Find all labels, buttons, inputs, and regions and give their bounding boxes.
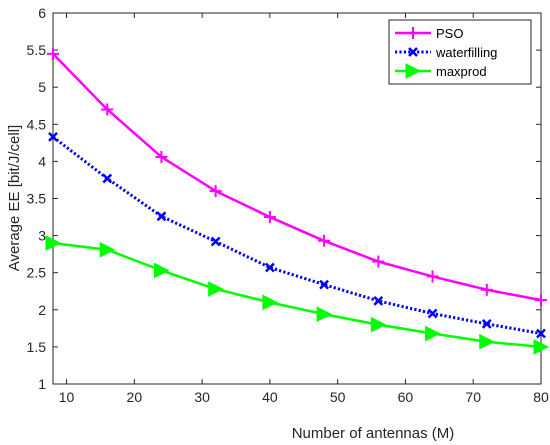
legend-label: PSO — [436, 26, 463, 41]
data-point-PSO-8 — [47, 47, 59, 60]
data-point-maxprod-16 — [99, 241, 116, 258]
y-tick-label: 2.5 — [27, 265, 47, 281]
data-point-PSO-64 — [426, 270, 439, 283]
data-point-waterfilling-32 — [210, 236, 221, 247]
data-point-waterfilling-56 — [373, 296, 384, 306]
legend-item-PSO: PSO — [395, 26, 463, 41]
marker-stroke — [48, 132, 58, 142]
marker-stroke — [319, 279, 329, 290]
x-tick-label: 30 — [194, 389, 210, 405]
x-tick-label: 70 — [465, 389, 481, 405]
y-tick-label: 3 — [38, 228, 46, 244]
data-point-waterfilling-72 — [481, 319, 492, 329]
data-point-PSO-40 — [263, 211, 276, 224]
data-point-waterfilling-80 — [536, 328, 546, 339]
y-tick-label: 4 — [38, 153, 46, 169]
data-point-PSO-32 — [209, 185, 222, 198]
marker-stroke — [210, 236, 221, 247]
data-point-maxprod-48 — [316, 306, 333, 323]
data-point-maxprod-72 — [479, 333, 495, 350]
data-point-waterfilling-64 — [427, 308, 438, 319]
y-tick-label: 6 — [38, 5, 46, 21]
series-maxprod — [45, 235, 550, 355]
series-line-PSO — [52, 52, 542, 302]
y-tick-label: 3.5 — [27, 191, 47, 207]
data-point-maxprod-80 — [533, 339, 550, 355]
x-tick-label: 80 — [533, 389, 549, 405]
data-point-maxprod-24 — [153, 262, 170, 279]
legend-marker — [408, 47, 418, 57]
y-tick-label: 5.5 — [27, 42, 47, 58]
y-tick-label: 1.5 — [27, 339, 47, 355]
data-point-waterfilling-24 — [156, 211, 167, 222]
marker-stroke — [265, 262, 275, 273]
data-point-PSO-56 — [372, 255, 385, 268]
y-tick-label: 2 — [38, 302, 46, 318]
x-tick-label: 50 — [330, 389, 346, 405]
axis-ticks: 10 20 30 40 50 60 70 80 1 1.5 2 2.5 3 3.5 4 4.5 5 5.5 6 — [27, 5, 549, 405]
data-point-maxprod-8 — [45, 235, 62, 251]
data-point-PSO-24 — [155, 150, 168, 163]
legend-marker — [407, 27, 419, 39]
legend: PSO waterfilling maxprod — [388, 19, 532, 85]
x-axis-label: Number of antennas (M) — [292, 425, 455, 442]
series-layer — [45, 47, 550, 355]
marker-stroke — [156, 211, 167, 222]
x-tick-label: 10 — [59, 389, 75, 405]
marker-stroke — [373, 296, 384, 306]
series-PSO — [47, 47, 547, 307]
data-point-PSO-80 — [535, 294, 547, 307]
marker-stroke — [408, 47, 418, 57]
data-point-waterfilling-40 — [265, 262, 275, 273]
data-point-PSO-72 — [480, 283, 493, 296]
data-point-waterfilling-8 — [48, 132, 58, 142]
legend-marker — [405, 63, 422, 79]
marker-stroke — [536, 328, 546, 339]
y-axis-label: Average EE [bit/J/cell] — [6, 125, 23, 271]
y-tick-label: 1 — [38, 376, 46, 392]
y-tick-label: 5 — [38, 79, 46, 95]
data-point-waterfilling-48 — [319, 279, 329, 290]
series-line-waterfilling — [52, 135, 542, 336]
legend-item-waterfilling: waterfilling — [395, 45, 497, 60]
data-point-maxprod-32 — [208, 281, 224, 297]
data-point-maxprod-40 — [262, 294, 279, 311]
data-point-maxprod-56 — [370, 316, 387, 333]
marker-stroke — [102, 173, 113, 184]
marker-stroke — [481, 319, 492, 329]
x-tick-label: 20 — [127, 389, 143, 405]
marker-stroke — [427, 308, 438, 319]
series-line-maxprod — [52, 241, 542, 349]
x-tick-label: 40 — [262, 389, 278, 405]
x-tick-label: 60 — [398, 389, 414, 405]
data-point-PSO-16 — [101, 103, 114, 116]
series-waterfilling — [48, 132, 546, 339]
legend-item-maxprod: maxprod — [395, 63, 487, 79]
data-point-PSO-48 — [318, 234, 331, 247]
data-point-waterfilling-16 — [102, 173, 113, 184]
y-tick-label: 4.5 — [27, 116, 47, 132]
legend-label: maxprod — [436, 64, 487, 79]
data-point-maxprod-64 — [425, 325, 441, 342]
legend-label: waterfilling — [435, 45, 497, 60]
